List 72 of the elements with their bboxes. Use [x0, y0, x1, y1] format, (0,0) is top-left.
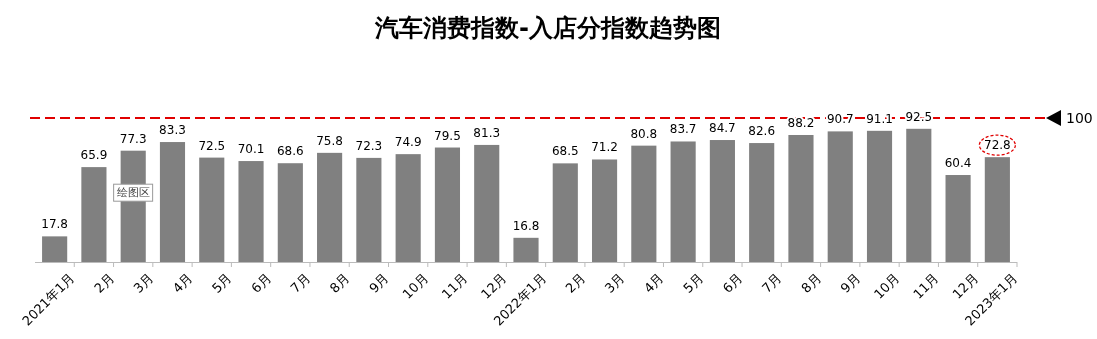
- x-tick-label: 6月: [248, 270, 274, 296]
- data-label: 80.8: [630, 126, 658, 141]
- data-label: 60.4: [944, 156, 972, 171]
- x-tick-label: 4月: [169, 270, 196, 296]
- annotation: 绘图区: [116, 186, 150, 200]
- data-label: 83.3: [159, 123, 186, 138]
- bar: [591, 159, 618, 262]
- data-label: 72.8: [984, 138, 1011, 153]
- x-tick-label: 9月: [366, 270, 392, 296]
- bar: [42, 236, 68, 262]
- x-tick-label: 11月: [910, 270, 942, 302]
- bar: [827, 131, 853, 262]
- bar: [277, 163, 303, 262]
- bar: [866, 130, 893, 262]
- bar: [513, 237, 539, 262]
- data-label: 17.8: [41, 217, 68, 232]
- x-tick-label: 10月: [870, 270, 903, 302]
- bar: [238, 161, 264, 262]
- x-tick-label: 9月: [837, 270, 864, 296]
- bar: [199, 157, 225, 262]
- x-tick-label: 8月: [798, 270, 824, 296]
- data-label: 74.9: [394, 135, 422, 150]
- x-tick-label: 3月: [130, 270, 157, 296]
- data-label: 68.5: [551, 144, 579, 159]
- data-label: 84.7: [709, 121, 736, 136]
- data-label: 79.5: [434, 128, 461, 143]
- bar: [945, 175, 971, 262]
- x-tick-label: 2月: [91, 270, 117, 296]
- x-tick-label: 5月: [209, 270, 235, 296]
- bar: [631, 145, 657, 262]
- x-tick-label: 7月: [758, 270, 785, 296]
- data-label: 68.6: [276, 144, 304, 159]
- tooltip-box: 绘图区: [113, 183, 154, 202]
- ref-line-label: 100: [1066, 110, 1093, 126]
- bar: [474, 144, 500, 262]
- data-label: 81.3: [473, 125, 501, 140]
- bar: [709, 140, 735, 262]
- data-label: 65.9: [80, 148, 108, 163]
- x-tick-label: 4月: [641, 270, 667, 296]
- data-label: 16.8: [512, 218, 540, 233]
- x-tick-label: 5月: [680, 270, 707, 296]
- data-label: 75.8: [316, 133, 343, 148]
- x-tick-label: 7月: [287, 270, 314, 296]
- bar: [395, 154, 421, 262]
- bar: [788, 134, 814, 262]
- x-tick-label: 2月: [562, 270, 589, 296]
- bar: [552, 163, 578, 262]
- data-label: 72.3: [355, 138, 383, 153]
- data-label: 82.6: [748, 124, 776, 139]
- bar: [670, 141, 696, 262]
- bar: [906, 128, 932, 262]
- data-label: 71.2: [591, 140, 618, 155]
- x-tick-label: 12月: [949, 270, 981, 302]
- data-label: 72.5: [198, 138, 226, 153]
- bar: [434, 147, 461, 262]
- x-tick-label: 6月: [719, 270, 746, 296]
- bar: [159, 142, 186, 262]
- x-tick-label: 12月: [478, 270, 510, 302]
- chart-title: 汽车消费指数-入店分指数趋势图: [374, 14, 721, 42]
- data-label: 88.2: [787, 115, 815, 130]
- bar: [356, 157, 382, 262]
- bar: [984, 157, 1010, 262]
- x-tick-label: 11月: [438, 270, 471, 302]
- x-tick-label: 3月: [601, 270, 628, 296]
- data-label: 83.7: [669, 122, 697, 137]
- bar: [81, 167, 107, 262]
- x-tick-label: 8月: [326, 270, 353, 296]
- data-label: 70.1: [237, 142, 265, 157]
- bar: [749, 143, 775, 262]
- data-label: 77.3: [119, 131, 147, 146]
- x-tick-label: 10月: [399, 270, 432, 302]
- bar: [317, 152, 343, 262]
